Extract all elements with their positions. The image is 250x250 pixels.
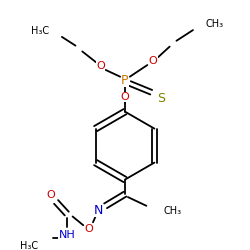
Text: H₃C: H₃C <box>31 26 49 36</box>
Text: O: O <box>46 190 55 200</box>
Text: H₃C: H₃C <box>20 240 38 250</box>
Text: CH₃: CH₃ <box>164 206 182 216</box>
Text: CH₃: CH₃ <box>206 19 224 29</box>
Text: O: O <box>96 61 105 71</box>
Text: O: O <box>85 224 94 234</box>
Text: N: N <box>94 204 104 217</box>
Text: P: P <box>121 74 129 87</box>
Text: O: O <box>120 92 130 102</box>
Text: NH: NH <box>58 230 75 240</box>
Text: O: O <box>149 56 158 66</box>
Text: S: S <box>157 92 165 104</box>
